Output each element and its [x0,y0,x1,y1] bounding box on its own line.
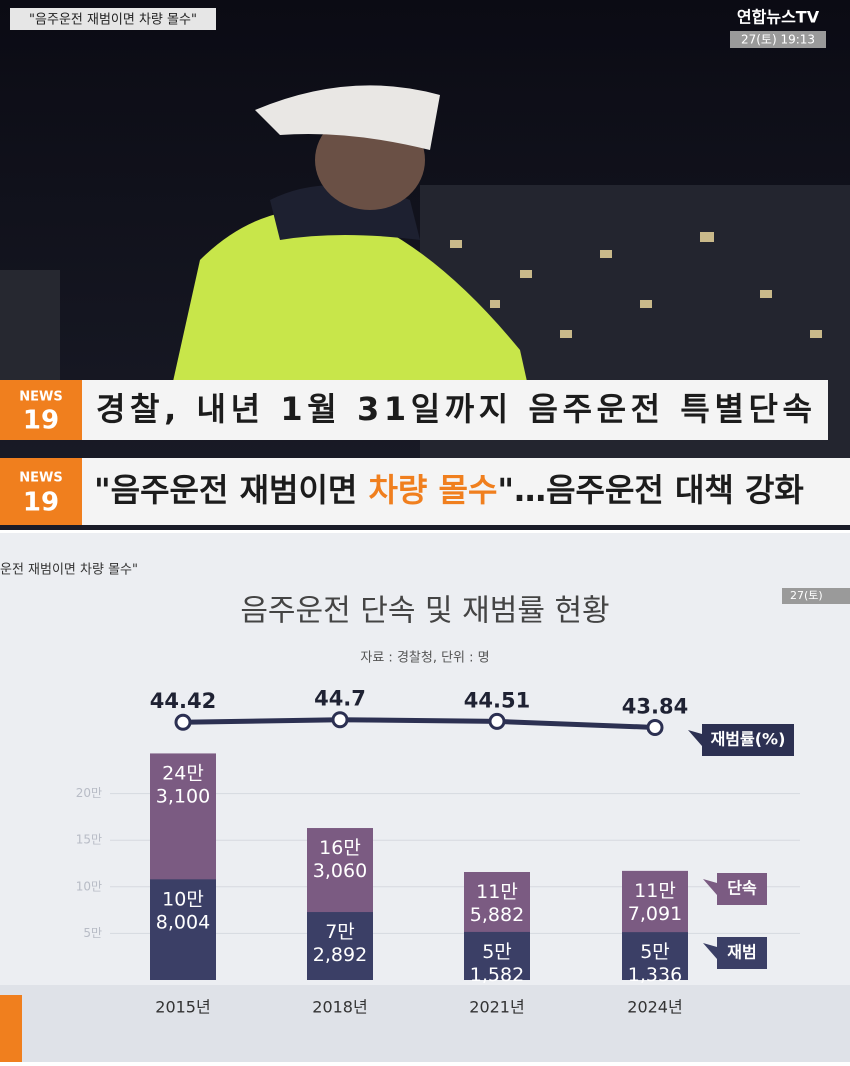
y-tick-label: 10만 [76,879,102,893]
legend-pointer [688,730,702,746]
time-bg [782,588,850,604]
headline-bg [82,380,828,440]
headline-part: "음주운전 재범이면 [94,471,368,509]
rate-line [182,717,656,730]
chart-foot [0,985,850,1062]
badge-top: NEWS [19,471,62,486]
bar [307,912,373,980]
legend-box [702,724,794,756]
plot: 5만 10만 15만 20만 24만 3,100 16만 3,060 11만 5,882 11만 7,… [76,687,800,1017]
chart-title: 음주운전 단속 및 재범률 현황 [240,594,609,629]
legend-box [717,873,767,905]
headline: "음주운전 재범이면 차량 몰수"…음주운전 대책 강화 [94,471,804,509]
bar-value-label: 5만 1,336 [628,941,682,986]
rate-point [331,711,349,729]
y-tick-label: 15만 [76,833,102,847]
badge [0,458,82,525]
bar-value-label: 7만 2,892 [313,921,367,966]
headline-part: "…음주운전 대책 강화 [497,471,803,509]
legend-label: 재범 [727,943,756,962]
bar-value-label: 24만 3,100 [156,762,210,807]
bar-value-label: 10만 8,004 [156,888,210,933]
y-tick-label: 5만 [83,926,102,940]
chart-bg [0,533,850,1062]
legend-label: 재범률(%) [711,730,786,749]
rate-point [488,712,506,730]
y-tick-label: 20만 [76,786,102,800]
logo: 연합뉴스TV [737,8,820,27]
headline-bg [82,458,850,525]
x-tick-label: 2021년 [469,998,524,1017]
cropped-badge [0,995,22,1062]
bar-value-label: 5만 1,582 [470,940,524,985]
x-tick-label: 2015년 [155,998,210,1017]
cropped-tag: 운전 재범이면 차량 몰수" [0,563,138,578]
legend-pointer [703,943,717,959]
legend-label: 단속 [727,879,757,898]
bar [622,932,688,980]
rate-value-label: 44.7 [314,687,366,711]
bar-value-label: 11만 5,882 [470,880,524,925]
legend-pointer [703,879,717,895]
badge-top: NEWS [19,390,62,405]
badge-num: 19 [23,488,59,518]
bar-value-label: 11만 7,091 [628,879,682,924]
bar [150,879,216,980]
bar-value-label: 16만 3,060 [313,837,367,882]
rate-point [646,718,664,736]
building-left [0,270,60,390]
chart-subtitle: 자료 : 경찰청, 단위 : 명 [360,651,489,666]
headline: 경찰, 내년 1월 31일까지 음주운전 특별단속 [96,390,812,428]
x-tick-label: 2024년 [627,998,682,1017]
rate-value-label: 43.84 [622,694,688,718]
time: 27(토) 19:13 [741,33,815,47]
bar [464,931,530,980]
badge-num: 19 [23,406,59,436]
legend-box [717,937,767,969]
badge [0,380,82,440]
rate-point [174,713,192,731]
rate-value-label: 44.42 [150,689,216,713]
windows [450,232,822,338]
time-bg [730,31,826,48]
police-cap [255,85,440,150]
cropped-time: 27(토) [790,589,823,602]
rate-value-label: 44.51 [464,688,530,712]
headline-highlight: 차량 몰수 [368,471,497,509]
tag-bg [10,8,216,30]
x-tick-label: 2018년 [312,998,367,1017]
tag: "음주운전 재범이면 차량 몰수" [29,13,197,28]
